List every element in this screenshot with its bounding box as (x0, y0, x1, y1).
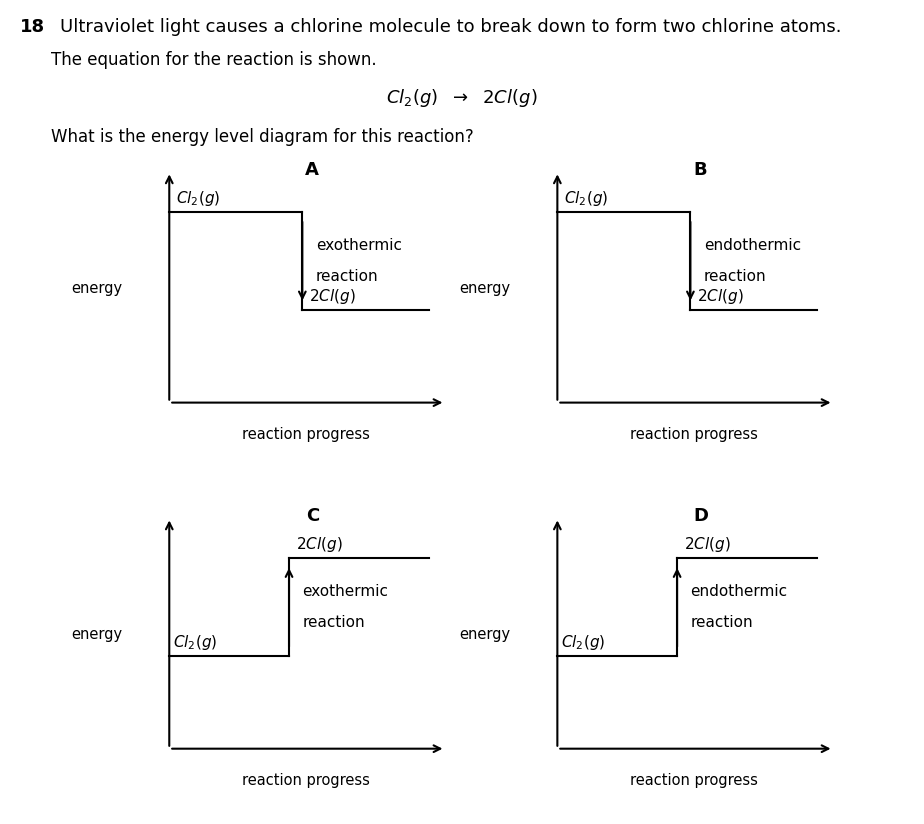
Text: reaction: reaction (316, 269, 378, 284)
Text: reaction progress: reaction progress (630, 427, 758, 442)
Text: $2Cl(g)$: $2Cl(g)$ (684, 536, 731, 555)
Text: energy: energy (71, 627, 123, 642)
Text: reaction progress: reaction progress (242, 773, 370, 789)
Text: $Cl_2(g)$: $Cl_2(g)$ (176, 190, 220, 208)
Text: endothermic: endothermic (690, 584, 787, 599)
Text: exothermic: exothermic (302, 584, 388, 599)
Text: energy: energy (71, 281, 123, 296)
Text: reaction progress: reaction progress (242, 427, 370, 442)
Text: reaction: reaction (302, 616, 365, 630)
Text: energy: energy (459, 627, 511, 642)
Text: endothermic: endothermic (704, 238, 801, 253)
Text: $Cl_2(g)$: $Cl_2(g)$ (173, 633, 217, 652)
Text: exothermic: exothermic (316, 238, 402, 253)
Text: $Cl_2(g)$  $\rightarrow$  $2Cl(g)$: $Cl_2(g)$ $\rightarrow$ $2Cl(g)$ (386, 87, 538, 109)
Text: reaction: reaction (690, 616, 753, 630)
Text: $2Cl(g)$: $2Cl(g)$ (697, 287, 744, 306)
Text: The equation for the reaction is shown.: The equation for the reaction is shown. (51, 51, 376, 69)
Text: 18: 18 (20, 18, 45, 36)
Text: Ultraviolet light causes a chlorine molecule to break down to form two chlorine : Ultraviolet light causes a chlorine mole… (60, 18, 842, 36)
Text: D: D (693, 507, 708, 525)
Text: reaction: reaction (704, 269, 766, 284)
Text: What is the energy level diagram for this reaction?: What is the energy level diagram for thi… (51, 128, 474, 146)
Text: C: C (306, 507, 319, 525)
Text: $2Cl(g)$: $2Cl(g)$ (309, 287, 356, 306)
Text: $Cl_2(g)$: $Cl_2(g)$ (561, 633, 605, 652)
Text: A: A (305, 161, 320, 179)
Text: $2Cl(g)$: $2Cl(g)$ (296, 536, 343, 555)
Text: energy: energy (459, 281, 511, 296)
Text: $Cl_2(g)$: $Cl_2(g)$ (564, 190, 608, 208)
Text: reaction progress: reaction progress (630, 773, 758, 789)
Text: B: B (694, 161, 707, 179)
